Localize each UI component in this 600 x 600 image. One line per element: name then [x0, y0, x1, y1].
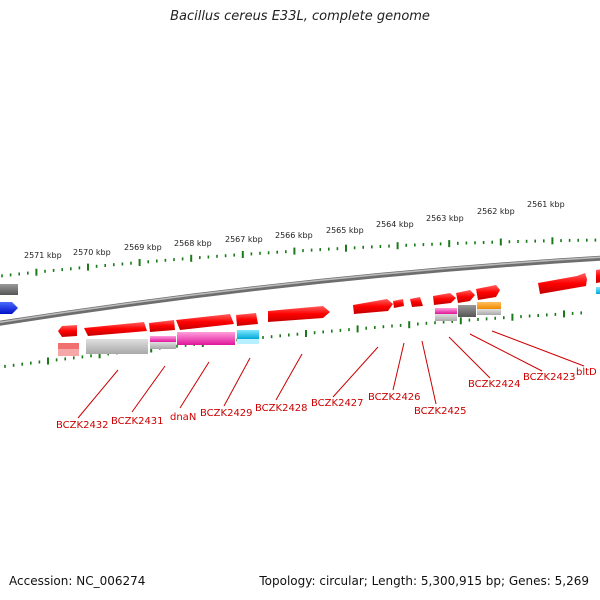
genome-backbone-highlight — [0, 256, 600, 323]
gene-label: BCZK2425 — [414, 406, 467, 417]
gene-arrow-forward — [353, 299, 393, 314]
feature-box-cyan — [237, 330, 259, 339]
feature-annotation-boxes — [58, 302, 501, 356]
kbp-label: 2567 kbp — [225, 235, 263, 244]
gene-arrow-forward — [410, 297, 423, 307]
kbp-label: 2562 kbp — [477, 207, 515, 216]
gene-leader-line — [491, 330, 585, 367]
genome-summary-text: Topology: circular; Length: 5,300,915 bp… — [259, 574, 589, 588]
feature-box-salmon — [58, 343, 79, 349]
map-title: Bacillus cereus E33L, complete genome — [170, 9, 430, 24]
feature-box-grey — [435, 314, 457, 321]
kbp-label: 2563 kbp — [426, 214, 464, 223]
gene-leader-line — [469, 333, 543, 372]
gene-arrow-forward — [393, 299, 404, 308]
outer-tick-ruler — [1, 237, 597, 278]
kbp-label: 2564 kbp — [376, 220, 414, 229]
kbp-label-group: 2571 kbp 2570 kbp 2569 kbp 2568 kbp 2567 kbp… — [24, 200, 565, 260]
feature-box-orange — [477, 302, 501, 309]
gene-arrow-forward — [236, 313, 258, 326]
gene-label: dnaN — [170, 412, 196, 423]
gene-arrow-forward — [268, 306, 330, 322]
gene-label: BCZK2426 — [368, 392, 421, 403]
feature-box-cyan-right — [596, 287, 600, 294]
gene-arrow-forward — [433, 293, 456, 305]
gene-arrow-forward — [84, 322, 147, 336]
gene-leader-line — [421, 340, 437, 405]
gene-leader-line — [392, 342, 405, 391]
gene-label: BCZK2429 — [200, 408, 253, 419]
kbp-label: 2566 kbp — [275, 231, 313, 240]
genome-backbone — [0, 255, 600, 326]
forward-strand-genes — [58, 269, 600, 337]
kbp-label: 2565 kbp — [326, 226, 364, 235]
gene-leader-line — [332, 346, 379, 398]
gene-label: BCZK2431 — [111, 416, 164, 427]
feature-box-grey — [477, 309, 501, 315]
feature-box-pink — [177, 332, 235, 345]
gene-label: BCZK2428 — [255, 403, 308, 414]
feature-box-dark — [458, 305, 476, 317]
feature-box-pink — [150, 336, 176, 342]
gene-leader-line — [131, 365, 166, 413]
gene-leader-line — [275, 353, 303, 401]
gene-label: BCZK2427 — [311, 398, 364, 409]
gene-label: BCZK2423 — [523, 372, 576, 383]
gene-arrow-forward — [456, 290, 475, 303]
feature-box-pink — [435, 308, 457, 314]
kbp-label: 2571 kbp — [24, 251, 62, 260]
kbp-label: 2561 kbp — [527, 200, 565, 209]
gene-leader-line — [223, 357, 251, 407]
gene-leader-line — [77, 369, 119, 419]
feature-box-grey — [86, 339, 148, 354]
gene-arrow-forward — [58, 325, 77, 337]
feature-box-grey — [150, 342, 176, 349]
gene-label: BCZK2432 — [56, 420, 109, 431]
gene-leader-lines — [77, 330, 585, 419]
kbp-label: 2569 kbp — [124, 243, 162, 252]
left-blue-feature-arrow — [0, 302, 18, 314]
kbp-label: 2568 kbp — [174, 239, 212, 248]
gene-arrow-forward — [176, 314, 234, 330]
gene-arrow-forward — [538, 273, 587, 294]
left-dark-feature — [0, 284, 18, 295]
gene-label: BCZK2424 — [468, 379, 521, 390]
gene-label-group: BCZK2432 BCZK2431 dnaN BCZK2429 BCZK2428 BCZK… — [56, 367, 597, 431]
gene-arrow-forward — [476, 285, 500, 300]
kbp-label: 2570 kbp — [73, 248, 111, 257]
gene-arrow-forward — [149, 320, 175, 332]
feature-box-cyan-light — [237, 339, 259, 344]
gene-arrow-forward — [596, 269, 600, 283]
gene-label: bltD — [576, 367, 597, 378]
accession-text: Accession: NC_006274 — [9, 574, 146, 588]
gene-leader-line — [179, 361, 210, 409]
gene-leader-line — [448, 336, 491, 379]
feature-box-salmon-light — [58, 349, 79, 356]
